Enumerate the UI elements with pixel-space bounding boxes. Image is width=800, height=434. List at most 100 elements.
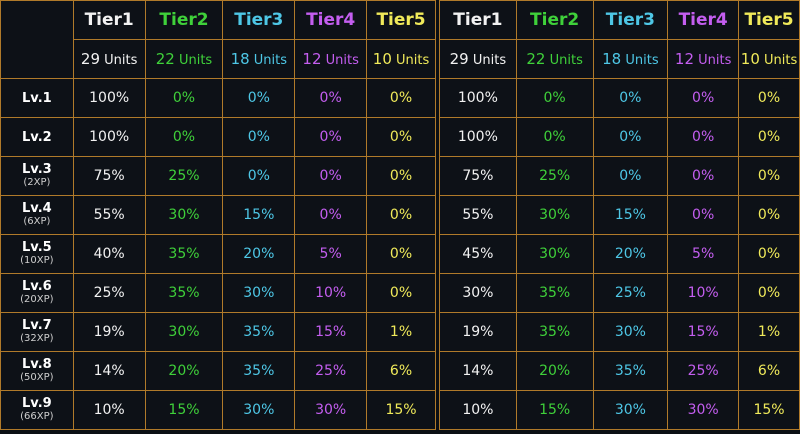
tier3-odds-cell: 25%	[592, 273, 669, 313]
tier3-odds-cell: 0%	[222, 78, 296, 118]
tier3-odds-cell: 35%	[592, 351, 669, 391]
tier5-odds-cell: 15%	[366, 390, 436, 430]
odds-table-left: Tier1 Tier2 Tier3 Tier4 Tier5 29 Units 2…	[0, 0, 436, 430]
tier3-odds-cell: 30%	[592, 390, 669, 430]
tier4-odds-cell: 25%	[667, 351, 740, 391]
tier3-odds-cell: 30%	[222, 273, 296, 313]
tier1-units: 29 Units	[439, 39, 517, 79]
tier4-odds-cell: 30%	[294, 390, 368, 430]
tier2-odds-cell: 15%	[144, 390, 224, 430]
tier4-odds-cell: 0%	[294, 78, 368, 118]
tier4-header: Tier4	[294, 0, 368, 40]
tier2-odds-cell: 30%	[515, 195, 594, 235]
tier4-odds-cell: 25%	[294, 351, 368, 391]
tier1-odds-cell: 100%	[439, 117, 517, 157]
level-name: Lv.9	[22, 396, 52, 411]
tier1-odds-cell: 100%	[72, 78, 146, 118]
tier-header-row: Tier1 Tier2 Tier3 Tier4 Tier5	[0, 0, 436, 79]
tier2-odds-cell: 35%	[515, 273, 594, 313]
tier1-odds-cell: 14%	[72, 351, 146, 391]
tier1-odds-cell: 25%	[72, 273, 146, 313]
tier5-odds-cell: 0%	[738, 156, 800, 196]
tier5-odds-cell: 1%	[366, 312, 436, 352]
tier1-header: Tier1	[439, 0, 517, 40]
tier1-odds-cell: 75%	[72, 156, 146, 196]
odds-table-right: Tier1 Tier2 Tier3 Tier4 Tier5 29 Units 2…	[439, 0, 800, 430]
tier3-odds-cell: 0%	[592, 117, 669, 157]
tier5-units: 10 Units	[738, 39, 800, 79]
tier4-odds-cell: 15%	[667, 312, 740, 352]
level-label: Lv.2	[0, 117, 74, 157]
units-row: 29 Units 22 Units 18 Units 12 Units 10 U…	[1, 39, 436, 79]
tier2-odds-cell: 30%	[144, 312, 224, 352]
tier5-odds-cell: 0%	[366, 273, 436, 313]
tier2-units: 22 Units	[144, 39, 224, 79]
tier3-header: Tier3	[592, 0, 669, 40]
level-label: Lv.8 (50XP)	[0, 351, 74, 391]
tier3-odds-cell: 30%	[222, 390, 296, 430]
level-row: 19% 35% 30% 15% 1%	[439, 312, 800, 352]
tier4-units: 12 Units	[667, 39, 740, 79]
tier5-odds-cell: 0%	[366, 78, 436, 118]
tier5-odds-cell: 0%	[738, 234, 800, 274]
tier5-header: Tier5	[738, 0, 800, 40]
tier3-units: 18 Units	[222, 39, 296, 79]
level-row: Lv.8 (50XP) 14% 20% 35% 25% 6%	[0, 351, 436, 391]
tier2-odds-cell: 35%	[144, 234, 224, 274]
level-label: Lv.6 (20XP)	[0, 273, 74, 313]
tier5-odds-cell: 0%	[738, 195, 800, 235]
tier5-header: Tier5	[366, 0, 436, 40]
tier4-odds-cell: 0%	[294, 156, 368, 196]
level-label: Lv.3 (2XP)	[0, 156, 74, 196]
tier4-odds-cell: 10%	[667, 273, 740, 313]
level-row: Lv.3 (2XP) 75% 25% 0% 0% 0%	[0, 156, 436, 196]
table-divider	[436, 0, 439, 434]
level-xp: (2XP)	[23, 177, 51, 188]
level-row: 100% 0% 0% 0% 0%	[439, 117, 800, 157]
tier2-odds-cell: 35%	[515, 312, 594, 352]
level-name: Lv.6	[22, 279, 52, 294]
tier4-odds-cell: 30%	[667, 390, 740, 430]
tier4-odds-cell: 0%	[667, 195, 740, 235]
tier5-odds-cell: 0%	[738, 78, 800, 118]
tier3-odds-cell: 0%	[592, 156, 669, 196]
tier2-odds-cell: 30%	[144, 195, 224, 235]
tier5-odds-cell: 0%	[366, 195, 436, 235]
tier5-units: 10 Units	[366, 39, 436, 79]
level-xp: (50XP)	[20, 372, 54, 383]
level-row: 30% 35% 25% 10% 0%	[439, 273, 800, 313]
tier3-odds-cell: 30%	[592, 312, 669, 352]
tier2-odds-cell: 30%	[515, 234, 594, 274]
tier2-header: Tier2	[515, 0, 594, 40]
tier1-odds-cell: 45%	[439, 234, 517, 274]
level-row: Lv.4 (6XP) 55% 30% 15% 0% 0%	[0, 195, 436, 235]
corner-blank	[0, 0, 74, 79]
level-row: 75% 25% 0% 0% 0%	[439, 156, 800, 196]
level-xp: (10XP)	[20, 255, 54, 266]
tier1-odds-cell: 55%	[72, 195, 146, 235]
tier3-odds-cell: 0%	[222, 117, 296, 157]
level-label: Lv.5 (10XP)	[0, 234, 74, 274]
tier5-odds-cell: 0%	[366, 117, 436, 157]
level-name: Lv.2	[22, 129, 52, 145]
level-xp: (20XP)	[20, 294, 54, 305]
tier1-odds-cell: 55%	[439, 195, 517, 235]
tier4-odds-cell: 0%	[667, 117, 740, 157]
tier1-odds-cell: 19%	[72, 312, 146, 352]
tier1-units: 29 Units	[72, 39, 146, 79]
tier1-odds-cell: 75%	[439, 156, 517, 196]
tier5-odds-cell: 0%	[366, 156, 436, 196]
tier1-odds-cell: 100%	[72, 117, 146, 157]
tier4-header: Tier4	[667, 0, 740, 40]
level-name: Lv.5	[22, 240, 52, 255]
tier5-odds-cell: 6%	[738, 351, 800, 391]
tier3-odds-cell: 0%	[222, 156, 296, 196]
tier2-odds-cell: 25%	[144, 156, 224, 196]
level-row: Lv.5 (10XP) 40% 35% 20% 5% 0%	[0, 234, 436, 274]
tier1-odds-cell: 40%	[72, 234, 146, 274]
tier3-odds-cell: 0%	[592, 78, 669, 118]
tier2-odds-cell: 20%	[515, 351, 594, 391]
tier4-odds-cell: 5%	[667, 234, 740, 274]
level-xp: (66XP)	[20, 411, 54, 422]
level-label: Lv.1	[0, 78, 74, 118]
